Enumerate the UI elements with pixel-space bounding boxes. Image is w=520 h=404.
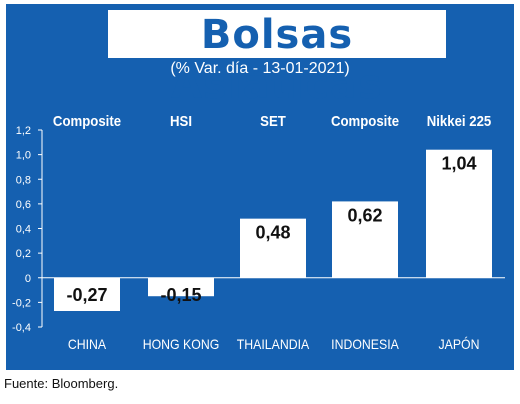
data-label: 0,62: [347, 205, 382, 225]
y-tick-label: 0,4: [16, 224, 31, 236]
index-label: HSI: [170, 112, 192, 129]
y-tick-label: 1,0: [16, 150, 31, 162]
bar-chart: 1,2 1,0 0,8 0,6 0,4 0,2 0 -0,2 -0,4 -0,27 Composi…: [12, 112, 505, 352]
index-label: Composite: [331, 112, 399, 129]
bar: [240, 218, 306, 278]
x-tick-label: HONG KONG: [143, 336, 220, 352]
data-label: 0,48: [255, 223, 290, 243]
title-box: [108, 10, 446, 58]
chart-title: Bolsas Asiáticas: [171, 12, 383, 108]
y-tick-label: 0,8: [16, 174, 31, 186]
data-label: -0,15: [160, 285, 201, 305]
x-tick-label: THAILANDIA: [237, 336, 310, 352]
bar: [148, 277, 214, 297]
bar: [332, 201, 398, 278]
x-tick-label: CHINA: [68, 336, 106, 352]
y-tick-label: 1,2: [16, 125, 31, 137]
y-tick-label: 0: [25, 273, 31, 285]
data-label: 1,04: [441, 154, 476, 174]
bar: [426, 149, 492, 278]
y-tick-label: 0,6: [16, 199, 31, 211]
data-label: -0,27: [66, 285, 107, 305]
chart-subtitle: (% Var. día - 13-01-2021): [170, 60, 350, 77]
index-label: SET: [260, 112, 286, 129]
bar: [54, 277, 120, 311]
source-note: Fuente: Bloomberg.: [4, 376, 119, 391]
index-label: Composite: [53, 112, 121, 129]
index-label: Nikkei 225: [427, 112, 492, 129]
y-tick-label: -0,2: [12, 297, 31, 309]
y-tick-label: 0,2: [16, 248, 31, 260]
y-tick-label: -0,4: [12, 322, 31, 334]
x-tick-label: INDONESIA: [331, 336, 399, 352]
x-tick-label: JAPÓN: [438, 336, 479, 352]
